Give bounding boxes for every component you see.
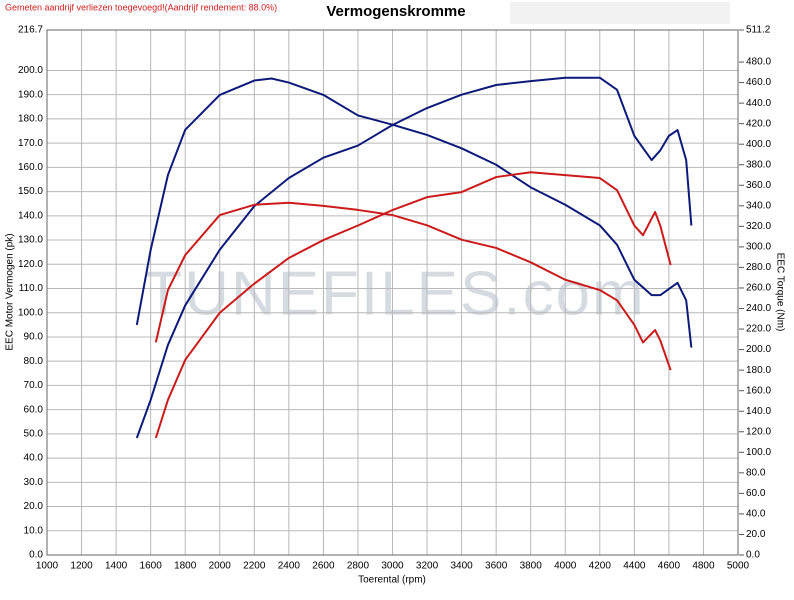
y2-tick-label: 240.0 bbox=[746, 303, 771, 314]
series-line bbox=[154, 171, 672, 439]
y2-tick-label: 360.0 bbox=[746, 180, 771, 191]
y2-tick-label: 480.0 bbox=[746, 57, 771, 68]
x-tick-label: 4000 bbox=[554, 561, 577, 572]
y-tick-label: 216.7 bbox=[18, 25, 43, 36]
x-tick-label: 4200 bbox=[589, 561, 612, 572]
y-tick-label: 20.0 bbox=[24, 501, 44, 512]
notice: Gemeten aandrijf verliezen toegevoegd!(A… bbox=[5, 2, 277, 12]
y-tick-label: 150.0 bbox=[18, 186, 43, 197]
y-tick-label: 40.0 bbox=[24, 453, 44, 464]
y2-tick-label: 511.2 bbox=[746, 25, 771, 36]
y2-tick-label: 80.0 bbox=[746, 467, 766, 478]
x-tick-label: 3800 bbox=[520, 561, 543, 572]
series-line bbox=[135, 77, 693, 348]
x-tick-label: 5000 bbox=[727, 561, 750, 572]
y2-tick-label: 300.0 bbox=[746, 242, 771, 253]
x-tick-label: 2200 bbox=[243, 561, 266, 572]
x-tick-label: 4800 bbox=[692, 561, 715, 572]
y2-tick-label: 160.0 bbox=[746, 385, 771, 396]
y2-tick-label: 380.0 bbox=[746, 159, 771, 170]
y-tick-label: 0.0 bbox=[29, 550, 43, 561]
x-tick-label: 2000 bbox=[209, 561, 232, 572]
header-box bbox=[510, 2, 730, 24]
y2-tick-label: 140.0 bbox=[746, 406, 771, 417]
y2-tick-label: 460.0 bbox=[746, 77, 771, 88]
x-tick-label: 1200 bbox=[70, 561, 93, 572]
y2-tick-label: 0.0 bbox=[746, 550, 760, 561]
y-tick-label: 110.0 bbox=[19, 283, 44, 294]
plot-frame bbox=[46, 29, 739, 556]
x-tick-label: 2600 bbox=[312, 561, 335, 572]
x-tick-label: 1600 bbox=[140, 561, 163, 572]
chart-title: Vermogenskromme bbox=[326, 3, 465, 20]
x-tick-label: 3000 bbox=[381, 561, 404, 572]
grid bbox=[46, 29, 739, 556]
series-line bbox=[154, 201, 672, 371]
x-tick-label: 1800 bbox=[174, 561, 197, 572]
x-tick-label: 4400 bbox=[623, 561, 646, 572]
y2-tick-label: 400.0 bbox=[746, 139, 771, 150]
y2-tick-label: 340.0 bbox=[746, 200, 771, 211]
y2-tick-label: 420.0 bbox=[746, 118, 771, 129]
x-tick-label: 1000 bbox=[36, 561, 59, 572]
x-axis-title: Toerental (rpm) bbox=[358, 575, 426, 586]
y2-tick-label: 320.0 bbox=[746, 221, 771, 232]
y-tick-label: 190.0 bbox=[18, 89, 43, 100]
x-tick-label: 3600 bbox=[485, 561, 508, 572]
y-tick-label: 10.0 bbox=[24, 525, 44, 536]
y-tick-label: 170.0 bbox=[18, 138, 43, 149]
y2-tick-label: 20.0 bbox=[746, 529, 766, 540]
y-tick-label: 30.0 bbox=[24, 477, 44, 488]
y2-tick-label: 60.0 bbox=[746, 488, 766, 499]
y2-tick-label: 260.0 bbox=[746, 283, 771, 294]
y-axis-title: EEC Motor Vermogen (pk) bbox=[5, 233, 16, 350]
y2-tick-label: 120.0 bbox=[746, 426, 771, 437]
y2-tick-label: 220.0 bbox=[746, 324, 771, 335]
x-tick-label: 3200 bbox=[416, 561, 439, 572]
x-tick-label: 4600 bbox=[658, 561, 681, 572]
y2-tick-label: 40.0 bbox=[746, 509, 766, 520]
x-tick-label: 2800 bbox=[347, 561, 370, 572]
y-tick-label: 140.0 bbox=[18, 210, 43, 221]
y-tick-label: 180.0 bbox=[18, 114, 43, 125]
y2-tick-label: 100.0 bbox=[746, 447, 771, 458]
x-tick-label: 3400 bbox=[450, 561, 473, 572]
y-tick-label: 130.0 bbox=[18, 235, 43, 246]
y-tick-label: 70.0 bbox=[24, 380, 44, 391]
y-tick-label: 200.0 bbox=[18, 65, 43, 76]
y-tick-label: 120.0 bbox=[18, 259, 43, 270]
watermark: TUNEFILES.com bbox=[144, 259, 645, 328]
y-tick-label: 50.0 bbox=[24, 429, 44, 440]
y-tick-label: 160.0 bbox=[18, 162, 43, 173]
x-tick-label: 2400 bbox=[278, 561, 301, 572]
y2-tick-label: 280.0 bbox=[746, 262, 771, 273]
y2-tick-label: 440.0 bbox=[746, 98, 771, 109]
y2-axis-title: EEC Torque (Nm) bbox=[774, 253, 785, 332]
y-tick-label: 100.0 bbox=[18, 307, 43, 318]
y-tick-label: 60.0 bbox=[24, 404, 44, 415]
y-tick-label: 80.0 bbox=[24, 356, 44, 367]
y-tick-label: 90.0 bbox=[24, 332, 44, 343]
series-line bbox=[135, 76, 693, 439]
x-tick-label: 1400 bbox=[105, 561, 128, 572]
y2-tick-label: 180.0 bbox=[746, 365, 771, 376]
y2-tick-label: 200.0 bbox=[746, 344, 771, 355]
